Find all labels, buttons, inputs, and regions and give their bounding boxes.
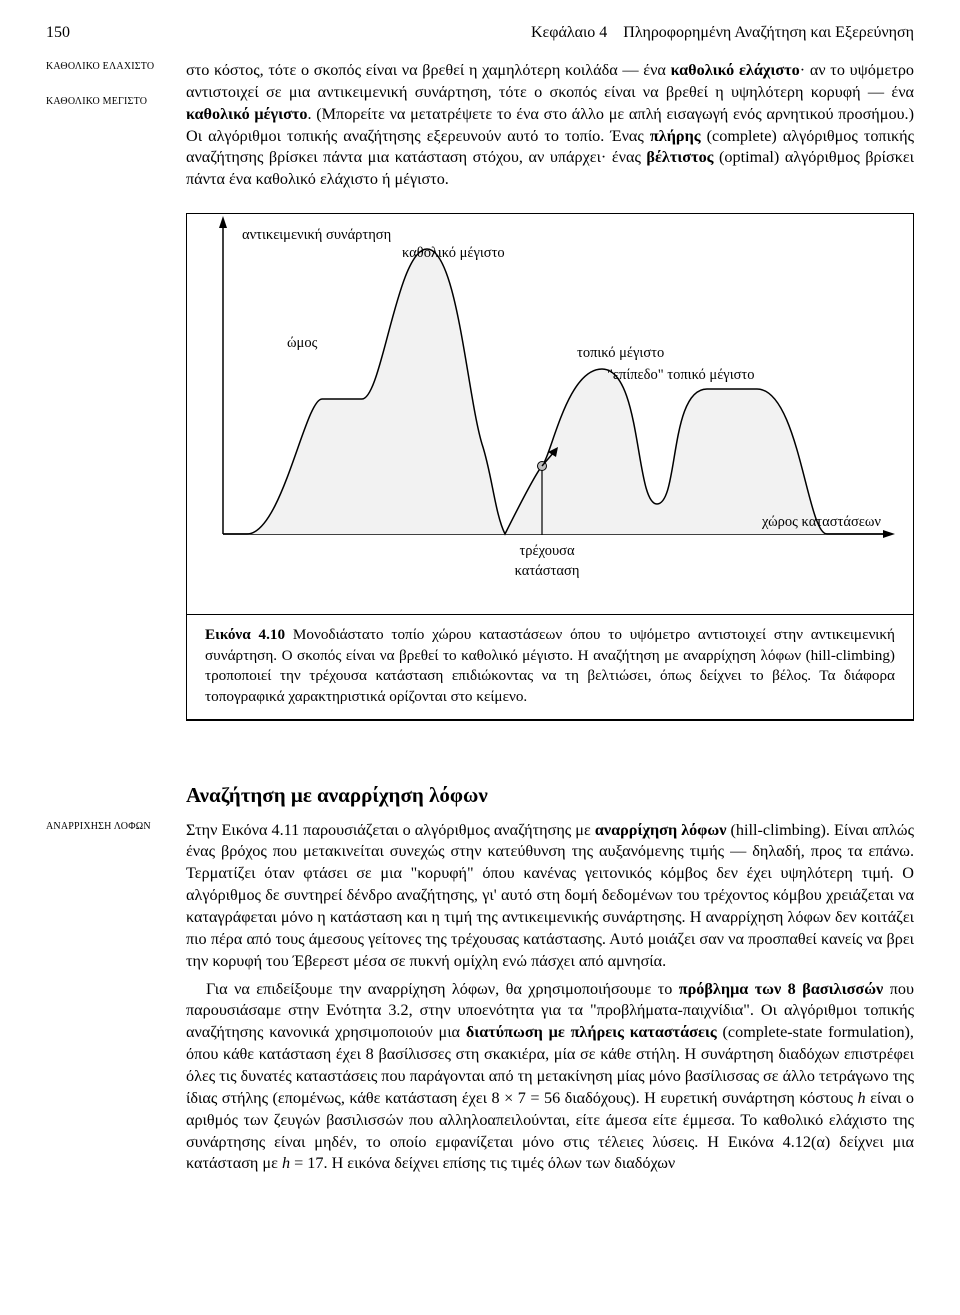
label-objective: αντικειμενική συνάρτηση xyxy=(242,226,391,246)
label-state-space: χώρος καταστάσεων xyxy=(762,513,881,533)
paragraph-1: στο κόστος, τότε ο σκοπός είναι να βρεθε… xyxy=(186,60,914,191)
label-shoulder: ώμος xyxy=(287,334,317,354)
page-number: 150 xyxy=(46,24,70,42)
label-current-state: τρέχουσα κατάσταση xyxy=(507,542,587,581)
margin-note-global-max: ΚΑΘΟΛΙΚΟ ΜΕΓΙΣΤΟ xyxy=(46,95,176,108)
running-header: 150 Κεφάλαιο 4 Πληροφορημένη Αναζήτηση κ… xyxy=(46,24,914,42)
figure-caption: Εικόνα 4.10 Μονοδιάστατο τοπίο χώρου κατ… xyxy=(187,614,913,719)
label-flat-local-max: "επίπεδο" τοπικό μέγιστο xyxy=(607,366,755,386)
label-global-max: καθολικό μέγιστο xyxy=(402,244,505,264)
section-title-hill-climbing: Αναζήτηση με αναρρίχηση λόφων xyxy=(186,781,914,809)
landscape-curve xyxy=(223,249,887,534)
margin-note-global-min: ΚΑΘΟΛΙΚΟ ΕΛΑΧΙΣΤΟ xyxy=(46,60,176,73)
margin-note-hill-climbing: ΑΝΑΡΡΙΧΗΣΗ ΛΟΦΩΝ xyxy=(46,820,176,833)
chapter-title: Κεφάλαιο 4 Πληροφορημένη Αναζήτηση και Ε… xyxy=(531,24,914,42)
figure-4-10: αντικειμενική συνάρτηση καθολικό μέγιστο… xyxy=(186,213,914,721)
paragraph-3: Για να επιδείξουμε την αναρρίχηση λόφων,… xyxy=(186,979,914,1176)
landscape-diagram xyxy=(187,214,907,594)
label-local-max: τοπικό μέγιστο xyxy=(577,344,664,364)
paragraph-2: Στην Εικόνα 4.11 παρουσιάζεται ο αλγόριθ… xyxy=(186,820,914,973)
